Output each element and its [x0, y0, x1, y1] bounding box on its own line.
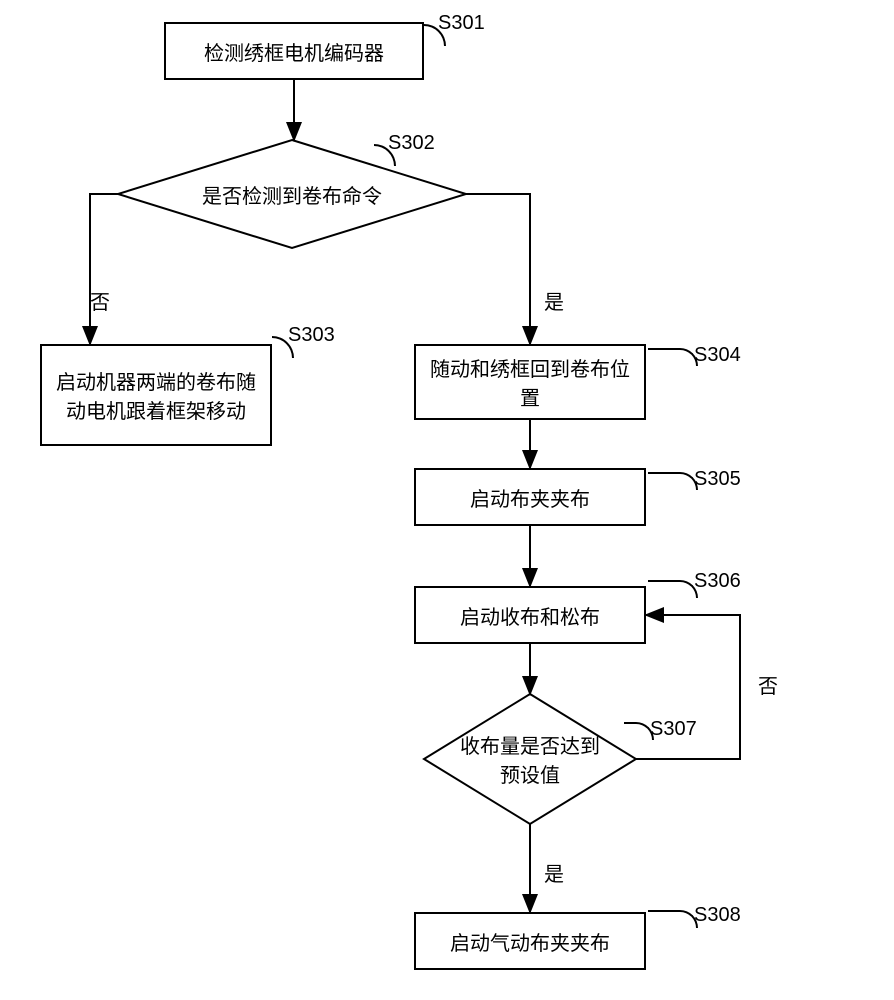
node-s305-label: 启动布夹夹布	[470, 483, 590, 512]
node-s301-label: 检测绣框电机编码器	[204, 37, 384, 66]
node-s308-label: 启动气动布夹夹布	[450, 927, 610, 956]
node-s303: 启动机器两端的卷布随动电机跟着框架移动	[40, 344, 272, 446]
flowchart-container: 检测绣框电机编码器 启动机器两端的卷布随动电机跟着框架移动 随动和绣框回到卷布位…	[0, 0, 894, 1000]
node-s302: 是否检测到卷布命令	[118, 140, 466, 248]
node-s308: 启动气动布夹夹布	[414, 912, 646, 970]
hook-s308	[648, 910, 698, 928]
hook-s304	[648, 348, 698, 366]
step-label-s304: S304	[694, 344, 741, 367]
edge-label-s302-s304: 是	[544, 286, 564, 315]
node-s306-label: 启动收布和松布	[460, 601, 600, 630]
edge-s302-s304	[466, 194, 530, 344]
node-s305: 启动布夹夹布	[414, 468, 646, 526]
step-label-s308: S308	[694, 904, 741, 927]
hook-s305	[648, 472, 698, 490]
node-s307-label: 收布量是否达到预设值	[454, 730, 606, 788]
step-label-s306: S306	[694, 570, 741, 593]
step-label-s303: S303	[288, 324, 335, 347]
node-s306: 启动收布和松布	[414, 586, 646, 644]
node-s304: 随动和绣框回到卷布位置	[414, 344, 646, 420]
node-s302-label: 是否检测到卷布命令	[202, 180, 382, 209]
edge-label-s307-s306: 否	[758, 670, 778, 699]
edge-s302-s303	[90, 194, 118, 344]
step-label-s302: S302	[388, 132, 435, 155]
edge-label-s307-s308: 是	[544, 858, 564, 887]
hook-s306	[648, 580, 698, 598]
node-s301: 检测绣框电机编码器	[164, 22, 424, 80]
node-s303-label: 启动机器两端的卷布随动电机跟着框架移动	[54, 366, 258, 424]
node-s304-label: 随动和绣框回到卷布位置	[428, 353, 632, 411]
step-label-s305: S305	[694, 468, 741, 491]
step-label-s301: S301	[438, 12, 485, 35]
edge-label-s302-s303: 否	[90, 286, 110, 315]
step-label-s307: S307	[650, 718, 697, 741]
node-s307: 收布量是否达到预设值	[424, 694, 636, 824]
